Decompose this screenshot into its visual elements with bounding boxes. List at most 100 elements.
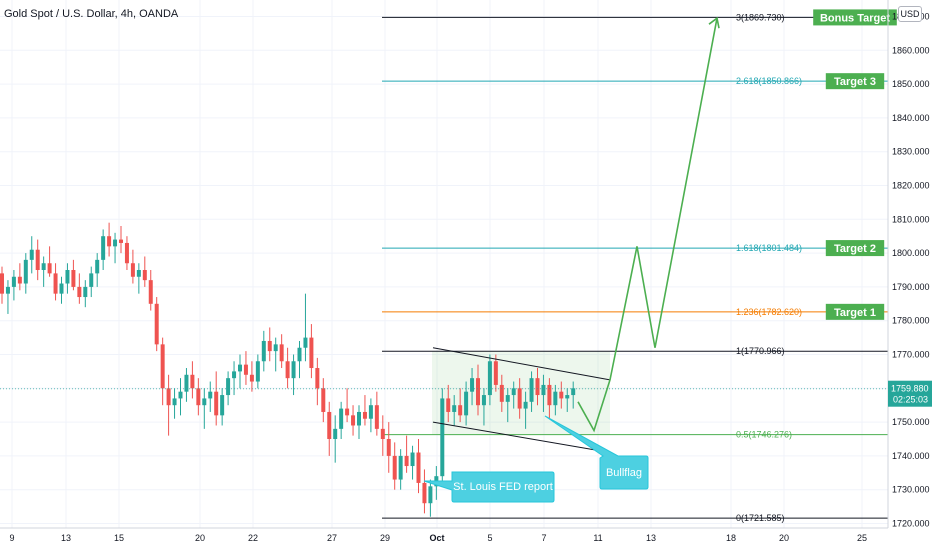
candle-body <box>535 378 540 396</box>
candle-body <box>493 361 498 385</box>
candle-body <box>232 371 237 379</box>
candle-body <box>178 391 183 399</box>
current-price-label: 1759.880 <box>891 384 929 394</box>
y-tick-label: 1840.000 <box>892 113 930 123</box>
candle-body <box>553 391 558 406</box>
candle-body <box>107 236 112 247</box>
target-label-box <box>825 303 885 320</box>
candle-body <box>380 428 385 439</box>
candle-body <box>327 411 332 439</box>
candle-body <box>345 408 350 416</box>
candle-body <box>113 239 118 247</box>
candle-body <box>196 388 201 406</box>
target-label: Target 1 <box>834 307 876 319</box>
x-tick-label: 20 <box>195 533 205 543</box>
fib-level-label: 3(1869.730) <box>736 12 785 22</box>
candle-body <box>374 405 379 429</box>
y-tick-label: 1850.000 <box>892 79 930 89</box>
candle-body <box>154 303 159 345</box>
fib-level-label: 2.618(1850.866) <box>736 76 802 86</box>
candle-body <box>5 286 10 294</box>
candle-body <box>53 273 58 294</box>
candle-body <box>35 249 40 270</box>
candle-body <box>392 455 397 480</box>
candle-body <box>470 378 475 392</box>
time-axis[interactable]: 9 13 15 20 22 27 29 Oct 5 7 11 13 18 20 25 <box>0 527 888 543</box>
x-tick-label: 27 <box>327 533 337 543</box>
candle-body <box>23 259 28 284</box>
x-tick-label: 13 <box>61 533 71 543</box>
candle-body <box>523 401 528 409</box>
candle-body <box>476 378 480 406</box>
candle-body <box>321 388 326 412</box>
candle-body <box>267 340 272 352</box>
y-tick-label: 1810.000 <box>892 214 930 224</box>
candle-body <box>249 374 254 382</box>
projection-path <box>577 18 718 433</box>
candle-body <box>404 455 409 467</box>
x-tick-label: 9 <box>9 533 14 543</box>
y-tick-label: 1800.000 <box>892 248 930 258</box>
candle-body <box>208 391 213 399</box>
candle-body <box>273 344 278 352</box>
y-tick-label: 1730.000 <box>892 485 930 495</box>
candle-body <box>17 276 22 284</box>
candle-body <box>398 455 403 480</box>
candle-body <box>130 263 135 277</box>
candle-body <box>517 388 522 409</box>
target-label-box <box>825 240 885 257</box>
candle-body <box>422 482 427 504</box>
y-tick-label: 1740.000 <box>892 451 930 461</box>
candle-body <box>261 340 266 362</box>
candle-body <box>529 378 534 402</box>
x-tick-label: 18 <box>726 533 736 543</box>
x-tick-label: 11 <box>593 533 602 543</box>
candle-body <box>416 452 421 483</box>
candle-body <box>333 428 338 439</box>
candle-body <box>226 378 231 396</box>
y-tick-label: 1750.000 <box>892 417 930 427</box>
y-tick-label: 1830.000 <box>892 147 930 157</box>
candle-body <box>101 236 106 260</box>
projection-arrowhead <box>708 16 720 29</box>
fib-level-label: 1.618(1801.484) <box>736 243 802 253</box>
candle-body <box>339 408 344 429</box>
candle-body <box>166 388 171 406</box>
y-tick-label: 1770.000 <box>892 350 930 360</box>
candle-body <box>547 384 552 406</box>
target-label-box <box>825 73 885 90</box>
candle-body <box>279 344 284 362</box>
candle-body <box>285 361 290 379</box>
candle-body <box>95 259 100 274</box>
candle-body <box>357 411 361 426</box>
candle-body <box>481 395 486 406</box>
candle-body <box>71 270 76 287</box>
target-label: Bonus Target <box>820 12 890 24</box>
candle-body <box>83 286 88 298</box>
candle-body <box>190 374 195 389</box>
y-tick-label: 1860.000 <box>892 45 930 55</box>
candle-body <box>238 364 242 372</box>
candle-body <box>499 384 504 402</box>
countdown-label: 02:25:03 <box>893 395 928 405</box>
candle-body <box>452 405 457 412</box>
candle-body <box>291 361 296 379</box>
candle-body <box>0 273 4 294</box>
bullflag-callout <box>544 415 649 490</box>
target-label: Target 3 <box>834 76 876 88</box>
candle-body <box>255 361 260 382</box>
currency-badge[interactable]: USD <box>898 6 922 22</box>
fibonacci-levels: 3(1869.730) 2.618(1850.866) 1.618(1801.484… <box>382 12 888 523</box>
x-tick-label: Oct <box>429 533 444 543</box>
flag-lower-line <box>432 421 611 454</box>
projection-drawings: St. Louis FED report Bullflag <box>0 16 888 503</box>
candle-body <box>142 270 147 281</box>
candle-body <box>136 270 141 277</box>
candle-body <box>446 398 451 412</box>
candle-body <box>172 398 177 406</box>
candle-body <box>571 388 576 396</box>
candle-body <box>368 405 373 419</box>
x-tick-label: 29 <box>380 533 390 543</box>
candlestick-series <box>0 222 576 517</box>
